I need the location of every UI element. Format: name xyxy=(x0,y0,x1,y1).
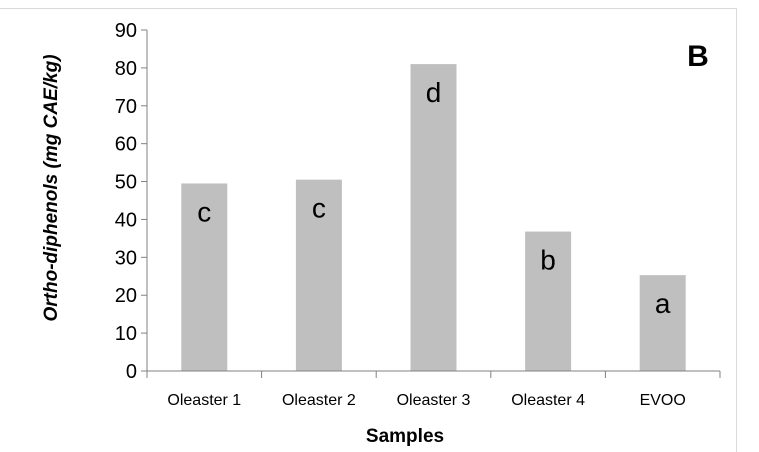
y-tick-label: 30 xyxy=(115,247,137,269)
bar-letter-labels: c c d b a xyxy=(197,77,671,319)
bar-oleaster-2 xyxy=(295,179,342,371)
y-tick-label: 0 xyxy=(126,361,137,383)
x-tick-label: Oleaster 2 xyxy=(282,392,356,409)
bar-letter-label: b xyxy=(540,245,556,276)
y-tick-label: 70 xyxy=(115,96,137,118)
x-tick-label: Oleaster 3 xyxy=(397,392,471,409)
bar-letter-label: c xyxy=(312,193,326,224)
y-tick-label: 10 xyxy=(115,323,137,345)
y-axis-ticks: 0 10 20 30 40 50 60 70 80 90 xyxy=(115,20,147,383)
panel-label: B xyxy=(687,40,709,73)
y-tick-label: 80 xyxy=(115,58,137,80)
bar-oleaster-3 xyxy=(410,64,457,371)
y-tick-label: 50 xyxy=(115,172,137,194)
bar-letter-label: d xyxy=(426,77,442,108)
bar-evoo xyxy=(639,275,686,371)
bar-oleaster-1 xyxy=(181,183,228,371)
x-tick-label: EVOO xyxy=(640,392,686,409)
y-tick-label: 40 xyxy=(115,209,137,231)
bar-letter-label: a xyxy=(655,288,671,319)
y-tick-label: 60 xyxy=(115,134,137,156)
y-axis-title: Ortho-diphenols (mg CAE/kg) xyxy=(41,54,62,321)
x-axis-title: Samples xyxy=(366,426,444,447)
bar-oleaster-4 xyxy=(525,231,572,371)
x-tick-label: Oleaster 4 xyxy=(511,392,585,409)
bar-series xyxy=(181,64,686,371)
bar-letter-label: c xyxy=(197,196,211,227)
y-tick-label: 90 xyxy=(115,20,137,42)
y-tick-label: 20 xyxy=(115,285,137,307)
x-tick-label: Oleaster 1 xyxy=(167,392,241,409)
x-axis-ticks: Oleaster 1 Oleaster 2 Oleaster 3 Oleaster 4… xyxy=(146,371,721,409)
